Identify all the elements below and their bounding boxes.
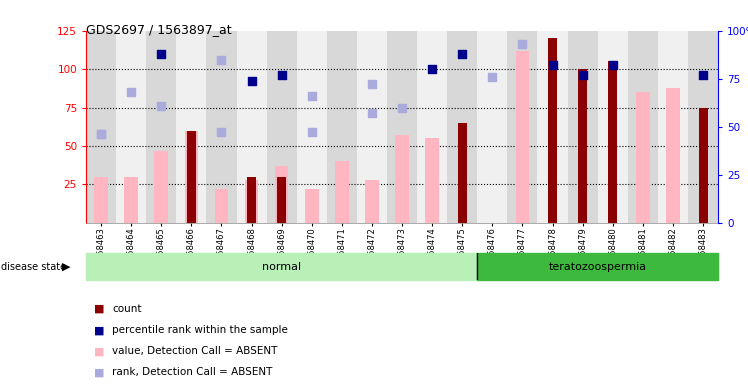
Point — [366, 81, 378, 88]
Point — [215, 56, 227, 63]
Text: teratozoospermia: teratozoospermia — [548, 262, 647, 272]
Bar — [146, 31, 177, 223]
Bar — [636, 92, 649, 223]
Bar — [155, 151, 168, 223]
Bar — [124, 177, 138, 223]
Bar — [458, 123, 467, 223]
Bar — [278, 177, 286, 223]
Bar — [86, 31, 116, 223]
Text: ■: ■ — [94, 304, 104, 314]
Bar — [395, 135, 409, 223]
Bar — [515, 51, 530, 223]
Bar — [116, 31, 146, 223]
Text: GDS2697 / 1563897_at: GDS2697 / 1563897_at — [86, 23, 232, 36]
Text: rank, Detection Call = ABSENT: rank, Detection Call = ABSENT — [112, 367, 272, 377]
Bar — [688, 31, 718, 223]
Bar — [275, 166, 289, 223]
Text: disease state: disease state — [1, 262, 67, 272]
Bar — [215, 189, 228, 223]
Point — [547, 62, 559, 68]
Point — [95, 131, 107, 137]
Text: ■: ■ — [94, 367, 104, 377]
Point — [697, 72, 709, 78]
Point — [426, 66, 438, 72]
Bar — [578, 69, 587, 223]
Text: ■: ■ — [94, 325, 104, 335]
Point — [306, 129, 318, 136]
Bar — [365, 180, 378, 223]
Bar — [387, 31, 417, 223]
Point — [396, 104, 408, 111]
Point — [577, 72, 589, 78]
Bar — [666, 88, 680, 223]
Bar — [447, 31, 477, 223]
Text: ■: ■ — [94, 346, 104, 356]
Point — [276, 72, 288, 78]
Bar — [608, 61, 617, 223]
Bar — [477, 31, 507, 223]
Bar — [86, 253, 477, 280]
Point — [486, 74, 498, 80]
Bar — [335, 161, 349, 223]
Bar — [507, 31, 538, 223]
Point — [516, 41, 528, 47]
Bar — [236, 31, 266, 223]
Point — [156, 103, 168, 109]
Bar — [426, 138, 439, 223]
Bar — [297, 31, 327, 223]
Bar — [327, 31, 357, 223]
Text: percentile rank within the sample: percentile rank within the sample — [112, 325, 288, 335]
Bar — [177, 31, 206, 223]
Text: ▶: ▶ — [62, 262, 70, 272]
Bar — [417, 31, 447, 223]
Bar — [305, 189, 319, 223]
Point — [366, 110, 378, 116]
Point — [306, 93, 318, 99]
Bar — [548, 38, 557, 223]
Bar — [266, 31, 297, 223]
Bar — [357, 31, 387, 223]
Point — [95, 131, 107, 137]
Bar — [94, 177, 108, 223]
Text: value, Detection Call = ABSENT: value, Detection Call = ABSENT — [112, 346, 278, 356]
Bar — [538, 31, 568, 223]
Point — [215, 129, 227, 136]
Bar — [699, 108, 708, 223]
Bar — [206, 31, 236, 223]
Point — [607, 62, 619, 68]
Text: count: count — [112, 304, 141, 314]
Bar — [658, 31, 688, 223]
Bar — [568, 31, 598, 223]
Bar — [247, 177, 256, 223]
Bar — [245, 180, 258, 223]
Bar — [185, 131, 198, 223]
Bar — [598, 31, 628, 223]
Point — [156, 51, 168, 57]
Bar — [477, 253, 718, 280]
Text: normal: normal — [262, 262, 301, 272]
Bar — [187, 131, 196, 223]
Point — [456, 51, 468, 57]
Bar — [628, 31, 658, 223]
Point — [125, 89, 137, 95]
Point — [245, 78, 257, 84]
